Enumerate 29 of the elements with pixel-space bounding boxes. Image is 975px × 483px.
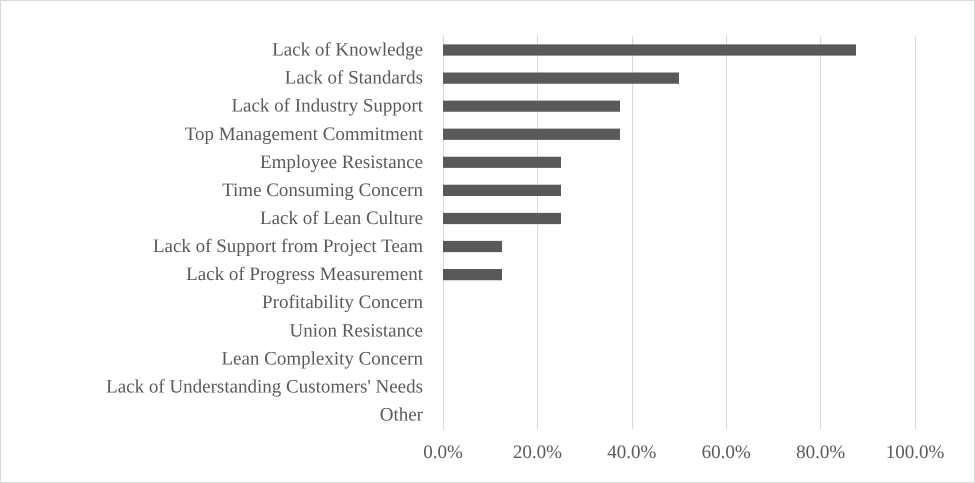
bar — [443, 184, 561, 196]
y-tick-label: Lean Complexity Concern — [221, 348, 424, 370]
y-tick-label: Top Management Commitment — [184, 124, 424, 145]
y-tick-label: Lack of Industry Support — [231, 96, 424, 117]
x-tick-label: 0.0% — [423, 442, 463, 463]
x-tick-label: 80.0% — [796, 442, 846, 463]
bar — [443, 268, 502, 280]
bar — [443, 128, 620, 140]
y-tick-label: Union Resistance — [289, 320, 423, 342]
y-tick-label: Lack of Understanding Customers' Needs — [106, 376, 423, 398]
bar — [443, 240, 502, 252]
y-tick-label: Lack of Standards — [284, 68, 423, 89]
y-tick-label: Lack of Lean Culture — [260, 208, 423, 229]
bar — [443, 156, 561, 168]
bar — [443, 212, 561, 224]
y-tick-label: Time Consuming Concern — [222, 180, 424, 201]
x-tick-label: 60.0% — [702, 442, 751, 463]
y-tick-label: Lack of Progress Measurement — [186, 264, 424, 286]
y-tick-label: Lack of Knowledge — [272, 40, 423, 61]
y-tick-label: Other — [380, 404, 424, 426]
x-tick-label: 40.0% — [607, 442, 657, 463]
x-tick-label: 100.0% — [886, 442, 944, 463]
bar — [443, 72, 679, 84]
y-tick-label: Profitability Concern — [262, 292, 424, 314]
bar — [443, 100, 620, 112]
x-tick-label: 20.0% — [512, 442, 562, 463]
bar — [443, 44, 856, 56]
y-tick-label: Lack of Support from Project Team — [152, 236, 424, 258]
y-tick-label: Employee Resistance — [260, 152, 423, 173]
